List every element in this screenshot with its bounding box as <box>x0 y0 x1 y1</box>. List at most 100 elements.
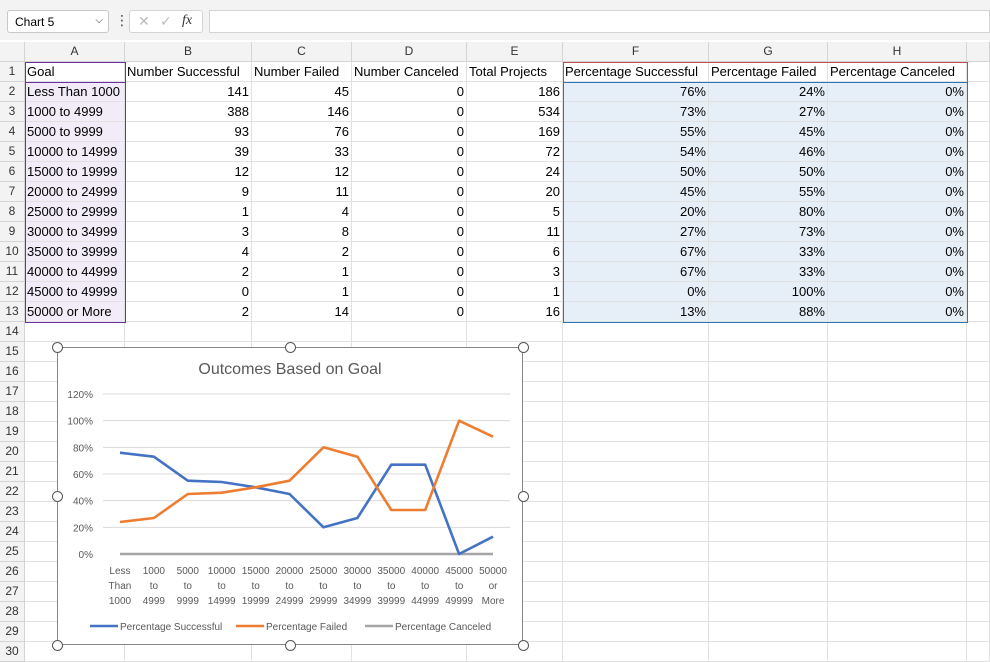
row-header[interactable]: 9 <box>0 222 25 242</box>
table-cell[interactable] <box>352 322 467 342</box>
table-cell[interactable] <box>828 602 967 622</box>
row-header[interactable]: 12 <box>0 282 25 302</box>
resize-handle[interactable] <box>285 342 296 353</box>
table-cell[interactable] <box>125 322 252 342</box>
table-cell[interactable]: 46% <box>709 142 828 162</box>
table-cell[interactable] <box>967 122 990 142</box>
table-cell[interactable]: 8 <box>252 222 352 242</box>
table-cell[interactable]: 2 <box>252 242 352 262</box>
table-cell[interactable]: 30000 to 34999 <box>25 222 125 242</box>
table-cell[interactable] <box>709 542 828 562</box>
table-cell[interactable]: 0 <box>352 262 467 282</box>
table-cell[interactable]: 5 <box>467 202 563 222</box>
table-cell[interactable] <box>563 422 709 442</box>
insert-function-icon[interactable]: fx <box>182 13 193 28</box>
table-cell[interactable]: 67% <box>563 262 709 282</box>
table-cell[interactable]: 0 <box>352 142 467 162</box>
table-cell[interactable] <box>967 562 990 582</box>
table-cell[interactable] <box>563 382 709 402</box>
resize-handle[interactable] <box>52 342 63 353</box>
table-cell[interactable]: 54% <box>563 142 709 162</box>
table-cell[interactable]: 15000 to 19999 <box>25 162 125 182</box>
table-cell[interactable] <box>967 462 990 482</box>
table-cell[interactable]: 20 <box>467 182 563 202</box>
row-header[interactable]: 19 <box>0 422 25 442</box>
table-cell[interactable]: Percentage Canceled <box>828 62 967 82</box>
table-cell[interactable] <box>967 522 990 542</box>
table-cell[interactable]: 55% <box>709 182 828 202</box>
table-cell[interactable] <box>828 442 967 462</box>
table-cell[interactable]: 0% <box>828 142 967 162</box>
row-header[interactable]: 29 <box>0 622 25 642</box>
table-cell[interactable] <box>563 582 709 602</box>
table-cell[interactable]: 0 <box>352 122 467 142</box>
table-cell[interactable] <box>828 522 967 542</box>
table-cell[interactable] <box>828 582 967 602</box>
table-cell[interactable] <box>709 582 828 602</box>
row-header[interactable]: 30 <box>0 642 25 662</box>
table-cell[interactable]: 45% <box>709 122 828 142</box>
table-cell[interactable] <box>967 542 990 562</box>
table-cell[interactable]: 0% <box>828 242 967 262</box>
table-cell[interactable]: 4 <box>125 242 252 262</box>
table-cell[interactable] <box>709 622 828 642</box>
more-options-icon[interactable]: ⋮ <box>115 12 129 28</box>
table-cell[interactable]: 13% <box>563 302 709 322</box>
resize-handle[interactable] <box>518 342 529 353</box>
table-cell[interactable]: 4 <box>252 202 352 222</box>
formula-input[interactable] <box>209 10 990 33</box>
table-cell[interactable]: 0% <box>828 102 967 122</box>
table-cell[interactable]: 0 <box>352 202 467 222</box>
row-header[interactable]: 1 <box>0 62 25 82</box>
table-cell[interactable] <box>25 642 125 662</box>
table-cell[interactable] <box>828 382 967 402</box>
table-cell[interactable]: 534 <box>467 102 563 122</box>
table-cell[interactable]: 9 <box>125 182 252 202</box>
table-cell[interactable] <box>709 482 828 502</box>
column-header-blank[interactable] <box>967 42 990 62</box>
table-cell[interactable] <box>967 62 990 82</box>
table-cell[interactable]: 25000 to 29999 <box>25 202 125 222</box>
table-cell[interactable] <box>25 322 125 342</box>
row-header[interactable]: 22 <box>0 482 25 502</box>
row-header[interactable]: 14 <box>0 322 25 342</box>
table-cell[interactable] <box>828 402 967 422</box>
table-cell[interactable] <box>563 322 709 342</box>
table-cell[interactable] <box>709 342 828 362</box>
column-header-e[interactable]: E <box>467 42 563 62</box>
cancel-icon[interactable]: ✕ <box>138 13 150 29</box>
table-cell[interactable]: 39 <box>125 142 252 162</box>
table-cell[interactable] <box>967 82 990 102</box>
table-cell[interactable] <box>967 362 990 382</box>
table-cell[interactable]: 76% <box>563 82 709 102</box>
table-cell[interactable]: 5000 to 9999 <box>25 122 125 142</box>
table-cell[interactable] <box>967 102 990 122</box>
table-cell[interactable] <box>563 602 709 622</box>
table-cell[interactable] <box>563 502 709 522</box>
table-cell[interactable] <box>709 522 828 542</box>
table-cell[interactable]: 50% <box>563 162 709 182</box>
row-header[interactable]: 11 <box>0 262 25 282</box>
table-cell[interactable]: 0 <box>352 222 467 242</box>
table-cell[interactable]: 0 <box>352 302 467 322</box>
table-cell[interactable] <box>828 622 967 642</box>
table-cell[interactable] <box>709 422 828 442</box>
table-cell[interactable] <box>709 362 828 382</box>
table-cell[interactable] <box>467 642 563 662</box>
table-cell[interactable]: 50% <box>709 162 828 182</box>
table-cell[interactable] <box>828 342 967 362</box>
table-cell[interactable]: Number Failed <box>252 62 352 82</box>
table-cell[interactable]: 27% <box>563 222 709 242</box>
table-cell[interactable] <box>828 542 967 562</box>
table-cell[interactable] <box>967 142 990 162</box>
table-cell[interactable] <box>828 322 967 342</box>
table-cell[interactable]: 24 <box>467 162 563 182</box>
table-cell[interactable]: 33% <box>709 262 828 282</box>
table-cell[interactable]: 33 <box>252 142 352 162</box>
row-header[interactable]: 5 <box>0 142 25 162</box>
row-header[interactable]: 27 <box>0 582 25 602</box>
table-cell[interactable] <box>967 502 990 522</box>
table-cell[interactable]: 0% <box>828 182 967 202</box>
row-header[interactable]: 23 <box>0 502 25 522</box>
table-cell[interactable]: 186 <box>467 82 563 102</box>
